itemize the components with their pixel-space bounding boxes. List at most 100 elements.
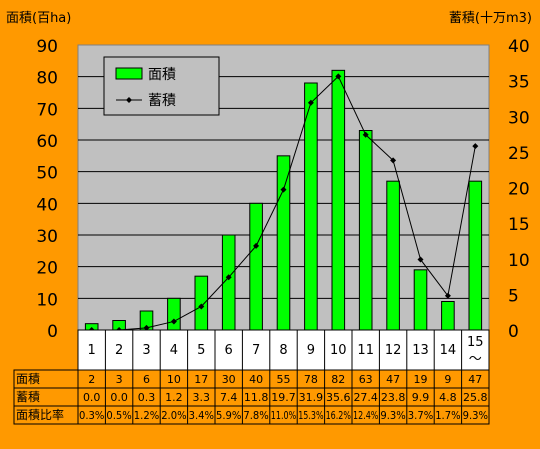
table-cell: 11.8	[244, 391, 269, 404]
table-cell: 30	[222, 373, 236, 386]
legend-bar-label: 面積	[148, 67, 176, 83]
right-axis-title: 蓄積(十万m3)	[448, 11, 532, 26]
left-axis-title: 面積(百ha)	[6, 11, 72, 26]
table-cell: 0.0	[83, 391, 101, 404]
right-tick-label: 5	[508, 286, 519, 306]
table-cell: 9.3%	[380, 409, 405, 422]
category-label: 6	[225, 343, 233, 358]
left-tick-label: 0	[47, 322, 58, 342]
table-cell: 25.8	[463, 391, 488, 404]
category-label: 10	[330, 343, 347, 358]
left-tick-label: 90	[36, 37, 58, 57]
category-label: 8	[279, 343, 287, 358]
left-tick-label: 80	[36, 69, 58, 89]
table-cell: 9.9	[412, 391, 430, 404]
legend-line-label: 蓄積	[148, 93, 176, 109]
table-cell: 31.9	[299, 391, 324, 404]
table-cell: 4.8	[439, 391, 457, 404]
left-tick-label: 40	[36, 195, 58, 215]
line-point	[307, 99, 314, 106]
bar	[386, 180, 400, 331]
table-cell: 11.0%	[271, 409, 296, 422]
table-cell: 63	[359, 373, 373, 386]
bar	[413, 269, 428, 331]
left-tick-label: 20	[36, 259, 58, 279]
table-cell: 2.0%	[161, 409, 186, 422]
bar	[331, 69, 346, 331]
table-cell: 19	[414, 373, 428, 386]
legend-bar-swatch	[115, 67, 143, 80]
bar	[358, 130, 373, 331]
table-cell: 19.7	[271, 391, 296, 404]
line-point	[225, 274, 232, 281]
table-cell: 9.3%	[463, 409, 488, 422]
line-point	[472, 143, 479, 150]
table-cell: 23.8	[381, 391, 406, 404]
category-label: 2	[115, 343, 123, 358]
category-label: 12	[385, 343, 402, 358]
category-label: 11	[357, 343, 374, 358]
right-tick-label: 15	[508, 215, 530, 235]
table-cell: 3	[116, 373, 123, 386]
line-point	[335, 73, 342, 80]
table-cell: 27.4	[353, 391, 378, 404]
table-cell: 0.5%	[106, 409, 131, 422]
table-cell: 47	[468, 373, 482, 386]
table-row-label: 面積	[16, 371, 40, 386]
left-tick-label: 30	[36, 227, 58, 247]
right-tick-label: 30	[508, 108, 530, 128]
table-row-label: 面積比率	[16, 407, 64, 422]
bar	[276, 155, 291, 331]
right-tick-label: 10	[508, 251, 530, 271]
category-label: 14	[440, 343, 457, 358]
table-cell: 2	[88, 373, 95, 386]
line-point	[280, 186, 287, 193]
line-point	[253, 242, 260, 249]
bar	[194, 275, 209, 331]
category-label: 3	[142, 343, 150, 358]
line-point	[444, 292, 451, 299]
line-point	[362, 131, 369, 138]
category-label-suffix: ～	[469, 352, 482, 367]
right-tick-label: 35	[508, 73, 530, 93]
bar	[304, 82, 318, 331]
table-cell: 7.8%	[243, 409, 268, 422]
table-cell: 9	[444, 373, 451, 386]
table-row-label: 蓄積	[16, 389, 40, 404]
bar	[167, 297, 181, 331]
table-cell: 55	[277, 373, 291, 386]
table-cell: 7.4	[220, 391, 238, 404]
table-cell: 5.9%	[216, 409, 241, 422]
right-tick-label: 40	[508, 37, 530, 57]
legend-line-marker	[126, 97, 132, 103]
table-cell: 0.3	[138, 391, 156, 404]
category-label: 7	[252, 343, 260, 358]
category-label: 9	[307, 343, 315, 358]
left-tick-label: 50	[36, 164, 58, 184]
left-tick-label: 60	[36, 132, 58, 152]
table-cell: 47	[386, 373, 400, 386]
table-cell: 10	[167, 373, 181, 386]
table-cell: 78	[304, 373, 318, 386]
legend	[103, 56, 220, 116]
table-cell: 17	[194, 373, 208, 386]
category-label: 5	[197, 343, 205, 358]
right-tick-label: 0	[508, 322, 519, 342]
table-cell: 0.3%	[79, 409, 104, 422]
category-label: 4	[170, 343, 178, 358]
table-cell: 1.2	[165, 391, 183, 404]
right-tick-label: 25	[508, 144, 530, 164]
data-table	[13, 369, 490, 425]
table-cell: 3.7%	[408, 409, 433, 422]
category-row	[77, 329, 490, 371]
table-cell: 3.3	[193, 391, 211, 404]
table-cell: 1.2%	[134, 409, 159, 422]
bar	[441, 301, 455, 331]
bar	[468, 180, 483, 331]
line-point	[198, 303, 205, 310]
line-point	[143, 324, 150, 331]
line-point	[417, 256, 424, 263]
table-cell: 6	[143, 373, 150, 386]
table-cell: 1.7%	[435, 409, 460, 422]
category-label: 13	[412, 343, 429, 358]
